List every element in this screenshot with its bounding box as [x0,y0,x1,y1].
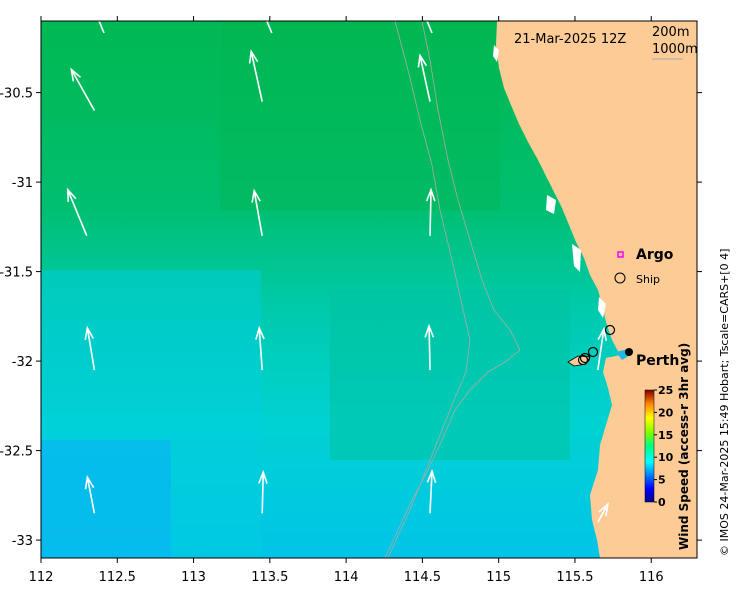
argo-marker-icon [617,251,624,258]
wind-speed-patch-north [220,21,500,211]
wind-vector [258,469,268,514]
x-tick-label: 114.5 [404,570,441,585]
wind-vector [255,325,265,371]
ship-marker [604,324,616,336]
x-tick-label: 113 [181,570,206,585]
x-tick-label: 114 [334,570,359,585]
ship-marker [587,346,599,358]
wind-vector-partial [426,21,433,34]
y-tick-label: -30.5 [0,87,33,102]
wind-vector-partial [98,21,105,34]
coastal-fringe-3 [572,244,581,272]
contour-200m [384,21,521,558]
x-tick-label: 112 [29,570,54,585]
coastal-fringe [493,45,499,62]
perth-label: Perth [636,353,679,369]
coastal-fringe-4 [598,297,606,318]
wind-vector [425,187,436,236]
wind-speed-patch-sw [41,440,171,558]
colorbar-tick-label: 15 [658,429,673,442]
x-tick-label: 112.5 [99,570,136,585]
wind-vector [251,188,263,236]
ship-marker [579,352,591,364]
x-tick-label: 113.5 [251,570,288,585]
coastal-fringe-2 [546,195,556,214]
colorbar-ticks: 0 5 10 15 20 25 [654,384,674,509]
y-tick-label: -31.5 [0,266,33,281]
depth-legend-1000m: 1000m [652,42,698,57]
colorbar [644,389,655,503]
wind-vector [597,502,609,523]
x-tick-label: 115 [486,570,511,585]
axis-ticks: 112 112.5 113 113.5 114 114.5 115 115.5 116 -30.5… [0,16,702,585]
colorbar-tick-label: 20 [658,406,674,419]
wind-vector [597,326,608,371]
colorbar-tick-label: 10 [658,451,674,464]
x-tick-label: 116 [639,570,664,585]
colorbar-tick-label: 25 [658,384,673,397]
ship-marker-icon [614,272,626,284]
map-title: 21-Mar-2025 12Z [514,32,626,47]
wind-vector-partial [266,21,273,34]
y-tick-label: -31 [12,176,33,191]
plot-frame [40,20,698,559]
argo-label: Argo [636,247,674,263]
wind-vector [426,468,437,514]
y-tick-label: -33 [12,534,33,549]
perth-city-marker [625,348,633,356]
colorbar-tick-label: 0 [658,496,666,509]
contour-1000m [387,21,471,558]
y-tick-label: -32.5 [0,445,33,460]
x-tick-label: 115.5 [556,570,593,585]
ship-label: Ship [636,273,660,286]
wind-vector-layer [66,21,609,523]
wind-vector [424,323,435,371]
wind-vector [248,49,263,102]
ship-marker [577,354,589,366]
wind-speed-patch-nw [41,21,221,131]
wind-speed-patch-coast [330,290,570,460]
wind-vector [84,474,96,514]
wind-vector [66,187,88,237]
colorbar-tick-label: 5 [658,474,666,487]
y-tick-label: -32 [12,355,33,370]
wind-vector [417,53,431,102]
credit-text: © IMOS 24-Mar-2025 15:49 Hobart; Tscale=… [718,249,731,556]
depth-legend-200m: 200m [652,25,689,40]
wind-vector [84,325,96,371]
colorbar-title: Wind Speed (access-r 3hr avg) [677,343,691,550]
wind-vector [70,67,96,111]
